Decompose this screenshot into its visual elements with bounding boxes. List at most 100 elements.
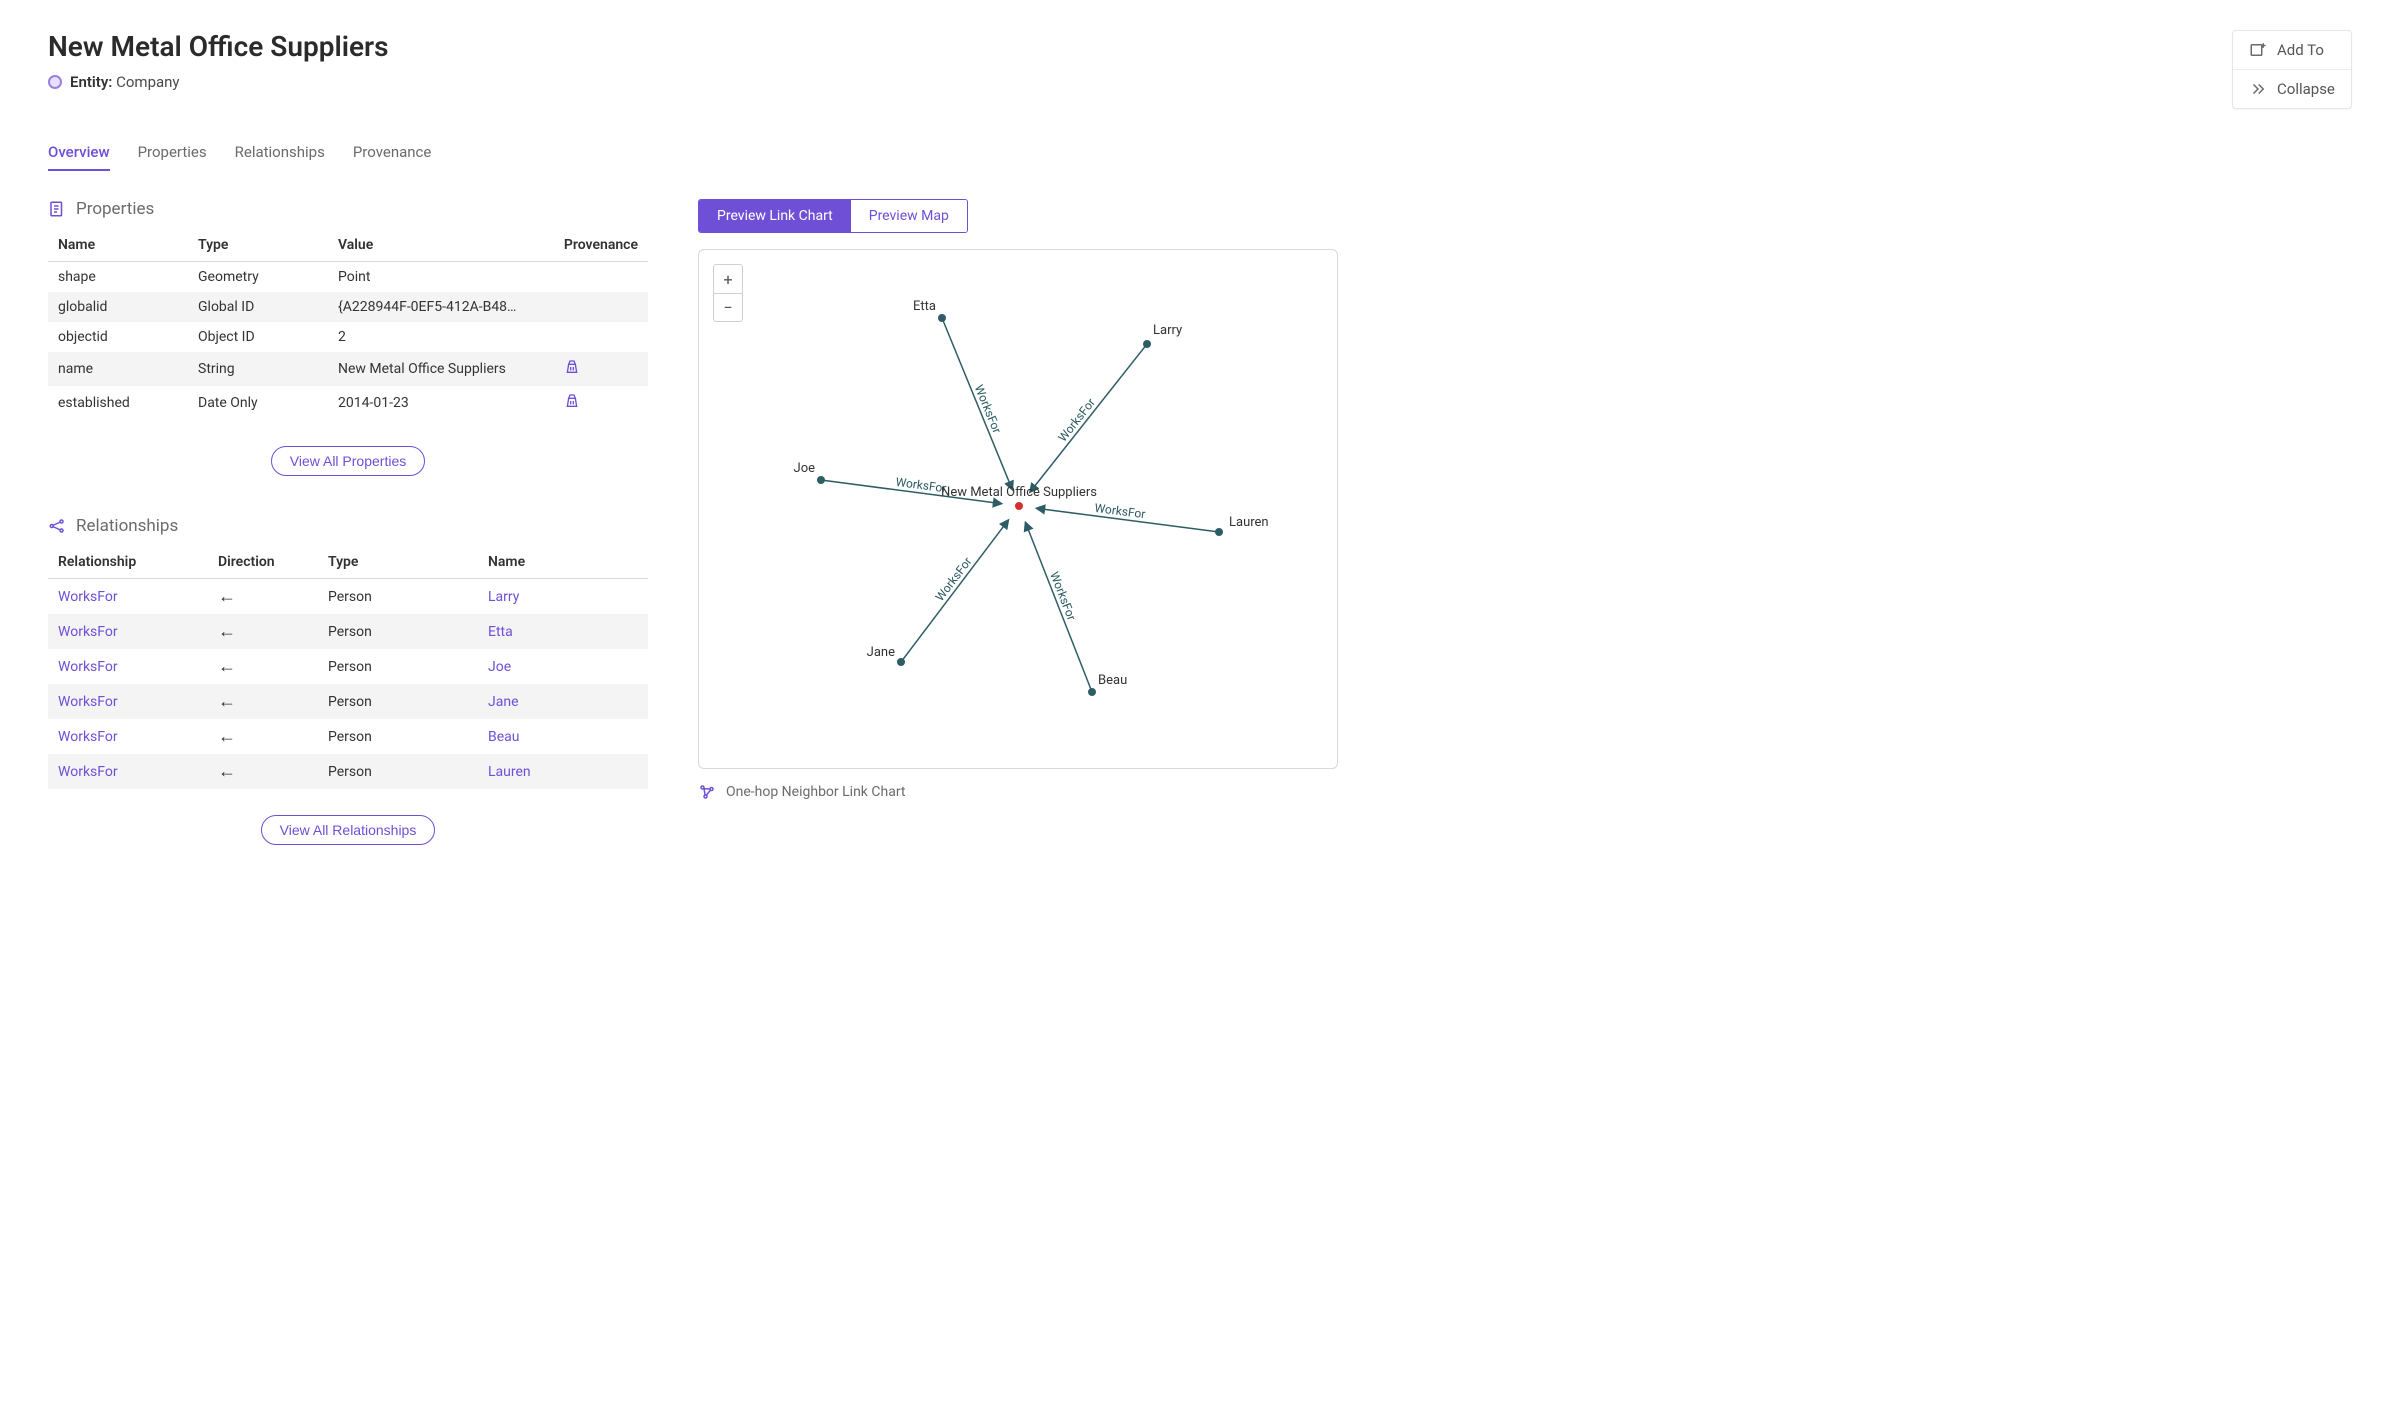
svg-text:Lauren: Lauren [1229, 515, 1269, 530]
rel-target: Lauren [478, 754, 648, 789]
rel-target: Larry [478, 579, 648, 615]
collapse-label: Collapse [2277, 80, 2335, 98]
tab-overview[interactable]: Overview [48, 143, 110, 171]
svg-text:WorksFor: WorksFor [1047, 570, 1079, 623]
tab-properties[interactable]: Properties [138, 143, 207, 171]
chart-caption-text: One-hop Neighbor Link Chart [726, 784, 905, 800]
prop-value: 2 [328, 322, 554, 352]
tab-provenance[interactable]: Provenance [353, 143, 432, 171]
rel-type: Person [318, 649, 478, 684]
prop-name: globalid [48, 292, 188, 322]
actions-card: Add To Collapse [2232, 30, 2352, 109]
prop-name: name [48, 352, 188, 386]
svg-text:Jane: Jane [867, 645, 895, 660]
entity-link[interactable]: Joe [488, 659, 511, 675]
rel-dir [208, 684, 318, 719]
provenance-icon[interactable] [564, 393, 580, 409]
table-row: WorksForPersonLauren [48, 754, 648, 789]
relationship-link[interactable]: WorksFor [58, 659, 118, 675]
table-row: WorksFor Person Etta [48, 614, 648, 649]
entity-link[interactable]: Larry [488, 589, 519, 605]
rel-dir [208, 719, 318, 754]
properties-heading: Properties [48, 199, 648, 219]
prop-name: established [48, 386, 188, 420]
prop-value: 2014-01-23 [328, 386, 554, 420]
table-row: globalidGlobal ID{A228944F-0EF5-412A-B48… [48, 292, 648, 322]
col-rtype: Type [318, 546, 478, 579]
preview-map-button[interactable]: Preview Map [851, 200, 967, 232]
rel-type: Person [318, 614, 478, 649]
rel-dir [208, 579, 318, 615]
table-row: WorksFor Person Larry [48, 579, 648, 615]
col-prov: Provenance [554, 229, 648, 262]
zoom-control: + − [713, 264, 743, 322]
svg-text:WorksFor: WorksFor [1055, 396, 1098, 445]
properties-table: Name Type Value Provenance shapeGeometry… [48, 229, 648, 420]
rel-name: WorksFor [48, 649, 208, 684]
rel-type: Person [318, 579, 478, 615]
prop-type: Geometry [188, 262, 328, 293]
link-chart-svg: WorksFor Etta WorksFor Larry WorksFor Lauren W… [699, 250, 1338, 769]
relationship-link[interactable]: WorksFor [58, 694, 118, 710]
rel-name: WorksFor [48, 614, 208, 649]
rel-name: WorksFor [48, 579, 208, 615]
entity-link[interactable]: Lauren [488, 764, 531, 780]
entity-label: Entity: [70, 73, 112, 91]
table-row: WorksFor Person Beau [48, 719, 648, 754]
svg-text:WorksFor: WorksFor [1094, 501, 1146, 521]
col-name: Name [48, 229, 188, 262]
zoom-out-button[interactable]: − [714, 293, 742, 321]
svg-text:WorksFor: WorksFor [933, 555, 975, 604]
table-row: establishedDate Only2014-01-23 [48, 386, 648, 420]
prop-type: Date Only [188, 386, 328, 420]
entity-link[interactable]: Etta [488, 624, 513, 640]
relationship-link[interactable]: WorksFor [58, 589, 118, 605]
svg-text:New Metal Office Suppliers: New Metal Office Suppliers [941, 485, 1097, 500]
relationship-link[interactable]: WorksFor [58, 729, 118, 745]
relationship-link[interactable]: WorksFor [58, 624, 118, 640]
collapse-button[interactable]: Collapse [2233, 69, 2351, 108]
provenance-icon[interactable] [564, 359, 580, 375]
prop-value: New Metal Office Suppliers [328, 352, 554, 386]
table-row: shapeGeometryPoint [48, 262, 648, 293]
entity-type: Company [116, 73, 179, 91]
arrow-left-icon [218, 730, 236, 746]
rel-type: Person [318, 719, 478, 754]
relationships-heading: Relationships [48, 516, 648, 536]
col-rel: Relationship [48, 546, 208, 579]
entity-link[interactable]: Beau [488, 729, 519, 745]
collapse-icon [2249, 80, 2267, 98]
relationship-link[interactable]: WorksFor [58, 764, 118, 780]
table-row: nameStringNew Metal Office Suppliers [48, 352, 648, 386]
link-chart[interactable]: + − WorksFor Etta WorksFor Larry WorksFor Lau… [698, 249, 1338, 769]
col-rname: Name [478, 546, 648, 579]
prop-type: Global ID [188, 292, 328, 322]
prop-prov [554, 262, 648, 293]
arrow-left-icon [218, 695, 236, 711]
prop-type: Object ID [188, 322, 328, 352]
table-row: WorksFor Person Jane [48, 684, 648, 719]
svg-text:WorksFor: WorksFor [895, 475, 947, 496]
rel-type: Person [318, 684, 478, 719]
view-all-relationships-button[interactable]: View All Relationships [261, 815, 436, 845]
add-to-button[interactable]: Add To [2233, 31, 2351, 69]
preview-link-chart-button[interactable]: Preview Link Chart [699, 200, 851, 232]
rel-name: WorksFor [48, 719, 208, 754]
rel-target: Jane [478, 684, 648, 719]
table-row: WorksFor Person Joe [48, 649, 648, 684]
svg-text:Beau: Beau [1098, 673, 1127, 688]
prop-prov [554, 352, 648, 386]
arrow-left-icon [218, 660, 236, 676]
entity-link[interactable]: Jane [488, 694, 519, 710]
svg-text:Etta: Etta [913, 299, 936, 314]
tab-relationships[interactable]: Relationships [235, 143, 325, 171]
arrow-left-icon [218, 625, 236, 641]
prop-type: String [188, 352, 328, 386]
svg-text:Larry: Larry [1153, 323, 1182, 338]
zoom-in-button[interactable]: + [714, 265, 742, 293]
relationships-icon [48, 517, 66, 535]
table-row: objectidObject ID2 [48, 322, 648, 352]
view-all-properties-button[interactable]: View All Properties [271, 446, 425, 476]
properties-icon [48, 200, 66, 218]
add-to-icon [2249, 41, 2267, 59]
